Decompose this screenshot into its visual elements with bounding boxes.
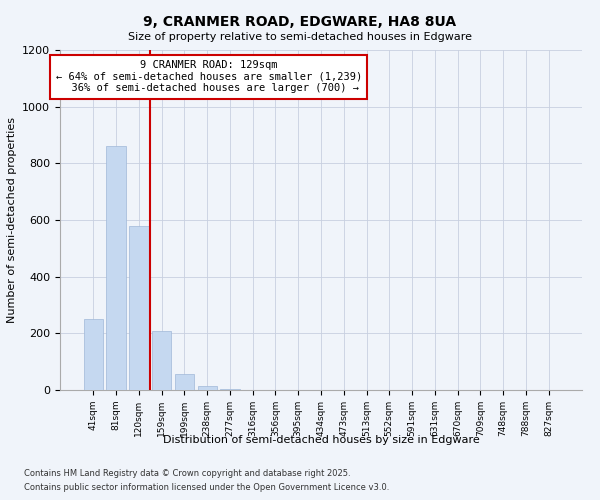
Bar: [129, 226, 149, 390]
Bar: [175, 374, 194, 390]
Text: Size of property relative to semi-detached houses in Edgware: Size of property relative to semi-detach…: [128, 32, 472, 42]
Text: 9, CRANMER ROAD, EDGWARE, HA8 8UA: 9, CRANMER ROAD, EDGWARE, HA8 8UA: [143, 15, 457, 29]
Text: Distribution of semi-detached houses by size in Edgware: Distribution of semi-detached houses by …: [163, 435, 479, 445]
Bar: [106, 146, 126, 390]
Text: 9 CRANMER ROAD: 129sqm
← 64% of semi-detached houses are smaller (1,239)
  36% o: 9 CRANMER ROAD: 129sqm ← 64% of semi-det…: [56, 60, 362, 94]
Y-axis label: Number of semi-detached properties: Number of semi-detached properties: [7, 117, 17, 323]
Bar: [152, 330, 172, 390]
Text: Contains HM Land Registry data © Crown copyright and database right 2025.: Contains HM Land Registry data © Crown c…: [24, 468, 350, 477]
Text: Contains public sector information licensed under the Open Government Licence v3: Contains public sector information licen…: [24, 484, 389, 492]
Bar: [197, 386, 217, 390]
Bar: [84, 319, 103, 390]
